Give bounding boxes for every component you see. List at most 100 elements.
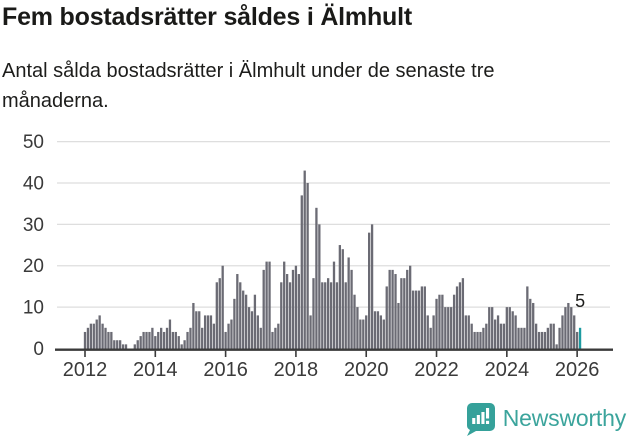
bar (136, 340, 139, 349)
bar (376, 311, 380, 349)
bar (385, 286, 388, 349)
bar (116, 340, 119, 349)
bar (493, 319, 497, 349)
bar (256, 315, 259, 349)
bar (341, 249, 344, 349)
x-axis-label: 2016 (203, 359, 248, 381)
newsworthy-icon (466, 403, 495, 436)
bar (432, 315, 435, 349)
bar (464, 315, 467, 349)
bar (514, 315, 517, 349)
bar (92, 323, 95, 349)
page-subtitle: Antal sålda bostadsrätter i Älmhult unde… (2, 60, 495, 112)
bar (435, 298, 438, 349)
bar (183, 340, 186, 349)
bar (139, 336, 142, 349)
bar (83, 331, 87, 349)
bar (537, 331, 541, 349)
bar (288, 282, 292, 349)
bar (444, 307, 447, 349)
bar (365, 315, 368, 349)
bar (206, 315, 210, 349)
bar (324, 282, 327, 349)
x-axis-label: 2022 (414, 359, 459, 381)
bar (142, 331, 145, 349)
last-value-annotation: 5 (575, 291, 585, 311)
bar (414, 290, 418, 349)
bar (121, 344, 125, 349)
bar (133, 344, 136, 349)
bar (394, 274, 397, 349)
bar (496, 315, 500, 349)
bar (268, 261, 271, 349)
bar (221, 265, 224, 349)
bar (452, 294, 456, 349)
bar (89, 323, 93, 349)
bar (180, 344, 183, 349)
bar (294, 265, 298, 349)
bar (561, 315, 564, 349)
bar (373, 311, 377, 349)
bar (239, 282, 242, 349)
bar (338, 245, 342, 349)
bar (450, 307, 453, 349)
bar (306, 182, 309, 349)
bar (274, 327, 277, 349)
brand-logo[interactable]: Newsworthy (464, 401, 626, 436)
bar (86, 327, 90, 349)
bar (236, 274, 239, 349)
y-axis-label: 40 (23, 173, 44, 194)
bar (423, 286, 426, 349)
bar (505, 307, 508, 349)
bar (517, 327, 520, 349)
bar (242, 290, 245, 349)
bar (192, 302, 195, 349)
bar (300, 195, 303, 349)
bar (326, 278, 330, 349)
bar (247, 307, 251, 349)
bar (215, 282, 218, 349)
bar (160, 327, 163, 349)
bar (347, 257, 350, 349)
bar (549, 323, 552, 349)
bar (329, 282, 333, 349)
bar (154, 336, 157, 349)
bar (523, 327, 526, 349)
bar (244, 294, 248, 349)
bar (321, 282, 324, 349)
bar (520, 327, 523, 349)
bar (265, 261, 268, 349)
bar (455, 286, 459, 349)
bar (110, 331, 113, 349)
bar (171, 331, 175, 349)
mini-bar-chart-glyph (471, 408, 489, 424)
bar (303, 170, 306, 349)
bar (532, 302, 535, 349)
x-axis-label: 2024 (485, 359, 530, 381)
bar (447, 307, 450, 349)
bar (567, 302, 570, 349)
bar (119, 340, 122, 349)
bar (511, 311, 514, 349)
bar (195, 311, 198, 349)
bar (356, 307, 359, 349)
bar (461, 278, 465, 349)
bar (315, 207, 318, 349)
bar (113, 340, 116, 349)
brand-name: Newsworthy (502, 405, 626, 431)
bar (558, 327, 561, 349)
bar (145, 331, 148, 349)
bar (157, 331, 160, 349)
bar (470, 323, 473, 349)
bar (485, 323, 488, 349)
bar (391, 269, 394, 349)
bar (362, 319, 365, 349)
bar (417, 290, 421, 349)
bar (411, 290, 415, 349)
bar (168, 319, 172, 349)
y-axis-label: 50 (23, 132, 44, 153)
bar (297, 274, 300, 349)
bar (353, 294, 356, 349)
bar (429, 327, 432, 349)
bar (318, 224, 321, 349)
